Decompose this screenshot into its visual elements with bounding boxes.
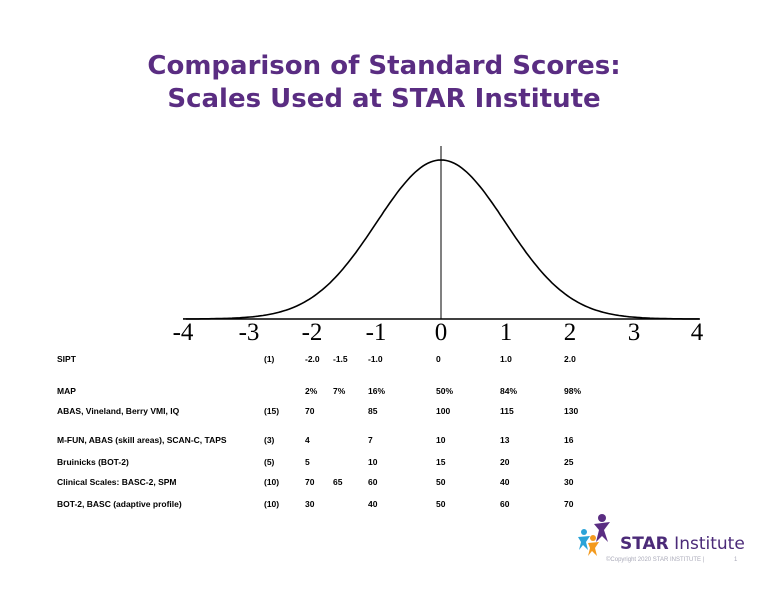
scale-name: ABAS, Vineland, Berry VMI, IQ [57, 406, 180, 416]
scale-count: (1) [264, 354, 275, 364]
score-value: 70 [564, 499, 574, 509]
score-value: 50 [436, 477, 446, 487]
title-line-2: Scales Used at STAR Institute [167, 84, 601, 114]
score-value: 5 [305, 457, 310, 467]
score-value: 10 [368, 457, 378, 467]
score-value: 16% [368, 386, 386, 396]
score-value: 15 [436, 457, 446, 467]
axis-tick-label: 1 [499, 319, 513, 346]
score-value: 13 [500, 435, 510, 445]
score-value: 10 [436, 435, 446, 445]
scale-count: (10) [264, 499, 280, 509]
copyright-text: ©Copyright 2020 STAR INSTITUTE | [606, 557, 705, 563]
scale-name: MAP [57, 386, 76, 396]
score-value: 25 [564, 457, 574, 467]
score-value: 100 [436, 406, 451, 416]
score-value: 16 [564, 435, 574, 445]
axis-tick-label: -2 [301, 319, 323, 346]
score-value: 60 [500, 499, 510, 509]
score-value: 1.0 [500, 354, 512, 364]
score-value: 7 [368, 435, 373, 445]
scale-count: (10) [264, 477, 280, 487]
score-value: 30 [564, 477, 574, 487]
scale-name: Bruinicks (BOT-2) [57, 457, 129, 467]
axis-tick-label: 4 [690, 319, 704, 346]
bell-curve [183, 159, 699, 320]
scale-name: Clinical Scales: BASC-2, SPM [57, 477, 177, 487]
scale-name: SIPT [57, 354, 76, 364]
score-value: 84% [500, 386, 518, 396]
score-value: 4 [305, 435, 310, 445]
score-value: 20 [500, 457, 510, 467]
axis-tick-label: -1 [365, 319, 387, 346]
score-value: 40 [500, 477, 510, 487]
score-value: 2.0 [564, 354, 576, 364]
axis-tick-label: -3 [238, 319, 260, 346]
logo-wordmark: STAR Institute [620, 534, 745, 554]
axis-tick-label: -4 [172, 319, 194, 346]
axis-tick-label: 3 [627, 319, 641, 346]
score-value: 85 [368, 406, 378, 416]
scale-name: M-FUN, ABAS (skill areas), SCAN-C, TAPS [57, 435, 227, 445]
score-value: 60 [368, 477, 378, 487]
score-value: 50 [436, 499, 446, 509]
scale-name: BOT-2, BASC (adaptive profile) [57, 499, 182, 509]
axis-tick-label: 2 [563, 319, 577, 346]
score-value: 7% [333, 386, 346, 396]
star-institute-logo [578, 514, 610, 556]
scale-count: (5) [264, 457, 275, 467]
score-value: 0 [436, 354, 441, 364]
title-line-1: Comparison of Standard Scores: [147, 51, 621, 81]
score-value: 65 [333, 477, 343, 487]
score-value: -2.0 [305, 354, 320, 364]
page-number: 1 [734, 557, 738, 563]
score-value: -1.0 [368, 354, 383, 364]
score-value: 70 [305, 406, 315, 416]
score-value: 50% [436, 386, 454, 396]
score-value: 2% [305, 386, 318, 396]
score-value: 30 [305, 499, 315, 509]
score-value: 115 [500, 406, 514, 416]
score-value: 98% [564, 386, 582, 396]
scale-count: (3) [264, 435, 275, 445]
score-value: -1.5 [333, 354, 348, 364]
score-value: 70 [305, 477, 315, 487]
axis-tick-label: 0 [434, 319, 448, 346]
slide-title: Comparison of Standard Scores: Scales Us… [0, 50, 768, 116]
score-value: 40 [368, 499, 378, 509]
scale-count: (15) [264, 406, 280, 416]
figures-icon [578, 514, 610, 556]
score-value: 130 [564, 406, 579, 416]
